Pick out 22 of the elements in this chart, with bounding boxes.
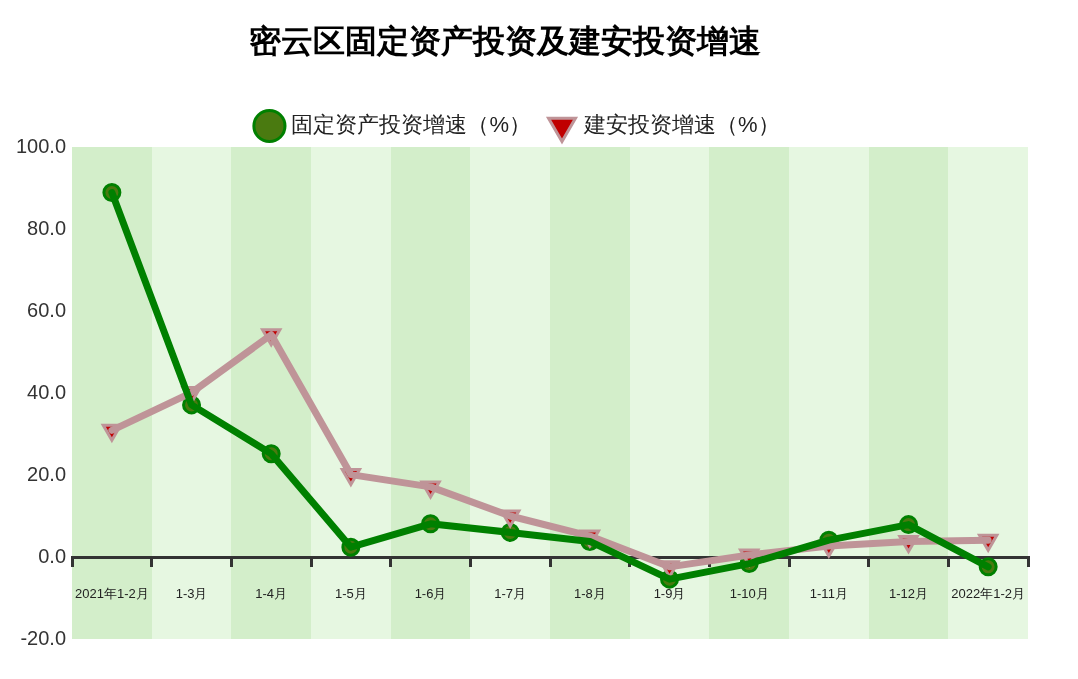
legend-label: 建安投资增速（%） xyxy=(583,112,780,138)
x-tick-label: 1-10月 xyxy=(729,586,769,602)
x-tick-label: 2022年1-2月 xyxy=(951,586,1026,602)
y-tick-label: 40.0 xyxy=(27,380,67,403)
y-tick-label: 100.0 xyxy=(15,134,67,157)
y-tick-label: 0.0 xyxy=(38,544,67,567)
x-tick-label: 1-7月 xyxy=(494,586,527,602)
x-tick-label: 1-11月 xyxy=(809,586,848,602)
legend-label: 固定资产投资增速（%） xyxy=(291,112,531,138)
x-tick-label: 1-12月 xyxy=(888,586,929,602)
x-tick-label: 1-4月 xyxy=(255,586,288,602)
x-tick-label: 1-5月 xyxy=(334,586,367,602)
y-tick-label: 80.0 xyxy=(27,216,67,239)
y-tick-label: -20.0 xyxy=(20,626,67,649)
chart-title: 密云区固定资产投资及建安投资增速 xyxy=(249,22,761,61)
y-tick-label: 60.0 xyxy=(27,298,67,321)
x-tick-label: 1-6月 xyxy=(414,586,447,602)
x-tick-label: 1-8月 xyxy=(573,586,606,602)
x-tick-label: 1-9月 xyxy=(653,586,686,602)
y-tick-label: 20.0 xyxy=(27,462,67,485)
x-tick-label: 2021年1-2月 xyxy=(75,586,149,602)
x-tick-label: 1-3月 xyxy=(175,586,208,602)
